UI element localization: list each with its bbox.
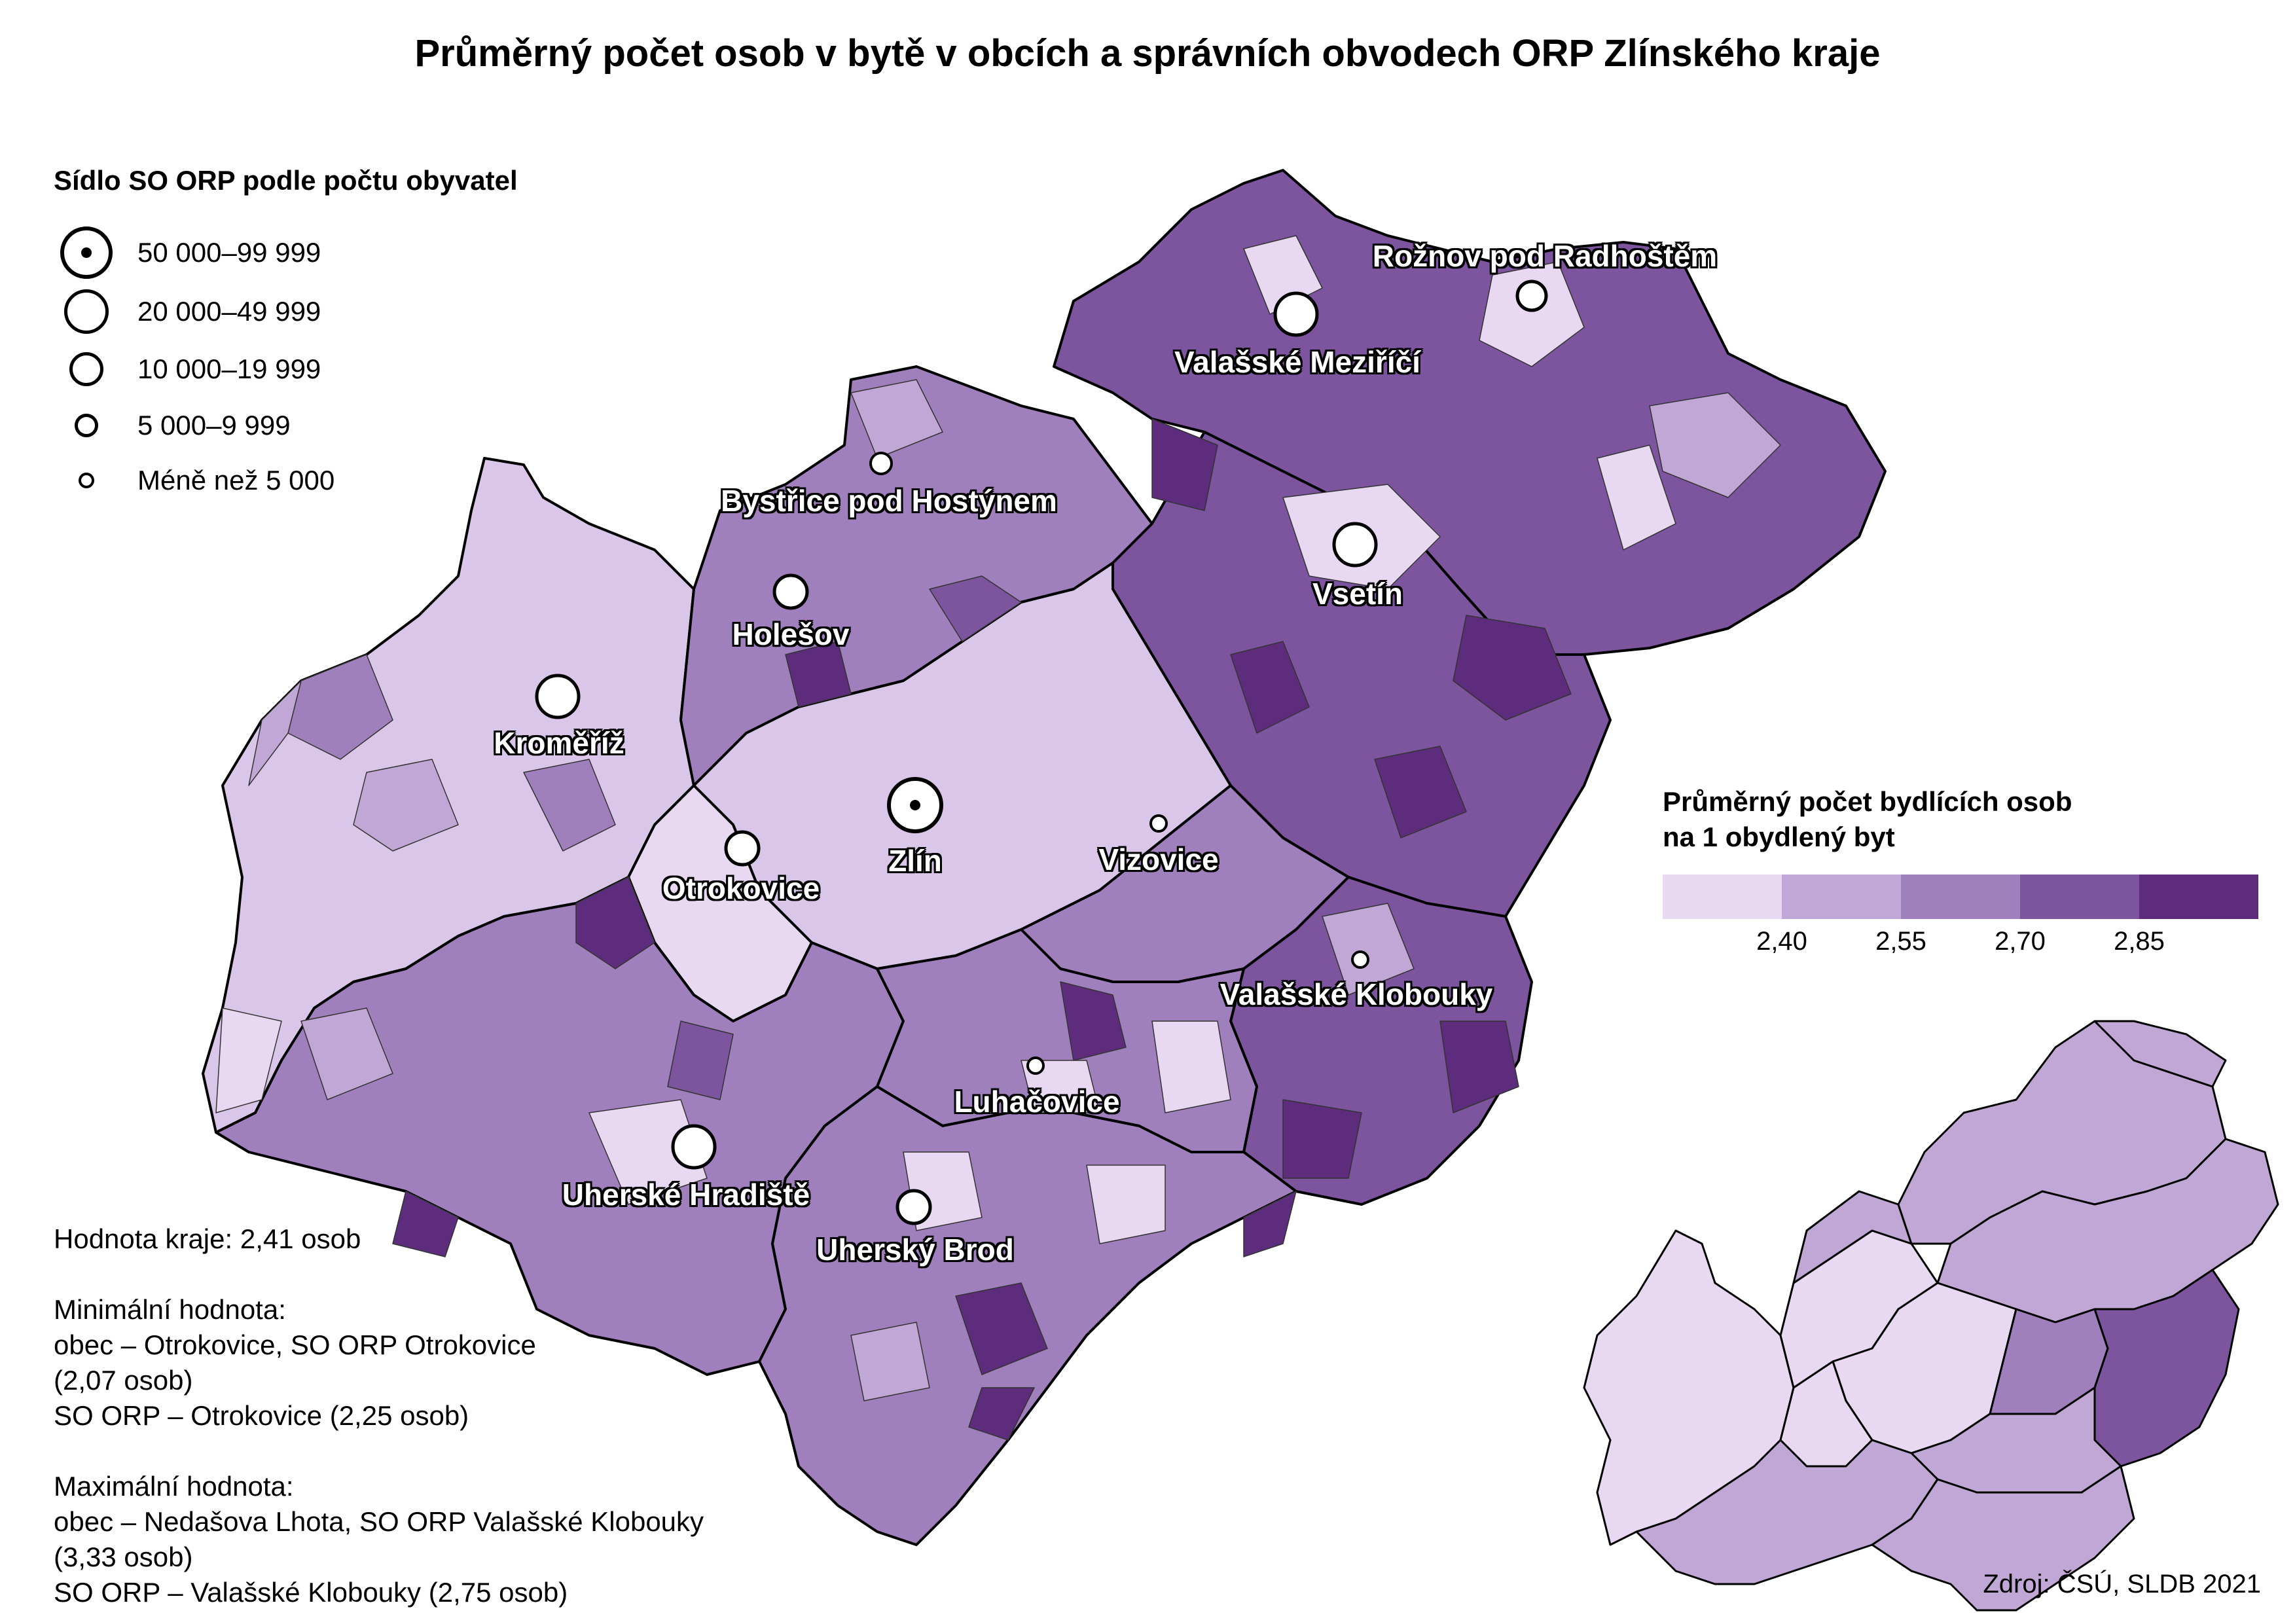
large-circle-icon [54, 285, 119, 338]
small-circle-icon [54, 399, 119, 452]
color-legend-title-line1: Průměrný počet bydlících osob [1663, 786, 2072, 817]
medium-circle-icon [54, 343, 119, 395]
town-label-luhacovice: Luhačovice [954, 1085, 1120, 1119]
town-symbol-uhbrod [895, 1189, 932, 1225]
town-label-roznov: Rožnov pod Radhoštěm [1372, 239, 1718, 273]
symbol-legend-row: 50 000–99 999 [54, 226, 321, 279]
town-symbol-bystrice [869, 452, 893, 475]
min-title: Minimální hodnota: [54, 1294, 286, 1325]
inset-uhradiste [1635, 1439, 1939, 1585]
color-swatch [2020, 875, 2139, 919]
symbol-legend-label: 20 000–49 999 [137, 296, 321, 327]
town-label-vsetin: Vsetín [1312, 577, 1403, 611]
town-label-uhbrod: Uherský Brod [816, 1233, 1014, 1267]
color-swatch [1901, 875, 2020, 919]
town-symbol-valmez [1273, 291, 1319, 337]
color-legend-title-line2: na 1 obydlený byt [1663, 821, 1895, 852]
max-line: (3,33 osob) [54, 1542, 193, 1572]
town-label-holesov: Holešov [732, 617, 850, 651]
color-legend-bar [1663, 875, 2258, 919]
region-value: Hodnota kraje: 2,41 osob [54, 1223, 361, 1254]
town-label-zlin: Zlín [888, 844, 942, 878]
town-symbol-uhradiste [671, 1124, 717, 1170]
town-label-otrokovice: Otrokovice [662, 871, 820, 905]
min-line: obec – Otrokovice, SO ORP Otrokovice [54, 1329, 536, 1360]
symbol-legend-label: 50 000–99 999 [137, 237, 321, 268]
town-symbol-valklobouky [1351, 950, 1369, 969]
town-symbol-otrokovice [724, 830, 761, 867]
town-label-bystrice: Bystřice pod Hostýnem [721, 484, 1057, 518]
color-legend-tick: 2,70 [1995, 927, 2046, 956]
color-legend-tick: 2,85 [2114, 927, 2165, 956]
color-swatch [2139, 875, 2258, 919]
min-line: SO ORP – Otrokovice (2,25 osob) [54, 1400, 469, 1431]
source-note: Zdroj: ČSÚ, SLDB 2021 [1983, 1570, 2261, 1598]
town-symbol-kromeriz [535, 674, 581, 719]
town-label-valmez: Valašské Meziříčí [1174, 345, 1420, 379]
town-symbol-zlin-dot [910, 800, 920, 810]
symbol-legend-label: 5 000–9 999 [137, 410, 291, 441]
town-symbol-vizovice [1149, 814, 1168, 833]
symbol-legend-row: 10 000–19 999 [54, 343, 321, 395]
color-legend-tick: 2,55 [1875, 927, 1926, 956]
town-label-uhradiste: Uherské Hradiště [562, 1178, 810, 1212]
inset-map [1583, 1020, 2279, 1612]
min-line: (2,07 osob) [54, 1365, 193, 1396]
symbol-legend-row: 5 000–9 999 [54, 399, 291, 452]
large-circle-dot-icon [54, 226, 119, 279]
tiny-circle-icon [54, 454, 119, 507]
symbol-legend-title: Sídlo SO ORP podle počtu obyvatel [54, 165, 518, 196]
inset-uhbrod [1871, 1465, 2135, 1612]
town-symbol-vsetin [1332, 522, 1378, 568]
town-label-valklobouky: Valašské Klobouky [1220, 977, 1493, 1011]
symbol-legend-label: Méně než 5 000 [137, 465, 335, 496]
town-symbol-holesov [772, 573, 809, 610]
town-symbol-luhacovice [1026, 1056, 1045, 1075]
color-swatch [1663, 875, 1782, 919]
color-swatch [1782, 875, 1901, 919]
statistics-block: Hodnota kraje: 2,41 osob Minimální hodno… [54, 1221, 704, 1610]
town-symbols [535, 280, 1548, 1225]
town-symbol-roznov [1515, 280, 1548, 312]
color-legend-ticks: 2,40 2,55 2,70 2,85 [1663, 927, 2258, 960]
color-legend-title: Průměrný počet bydlících osob na 1 obydl… [1663, 784, 2072, 855]
symbol-legend-label: 10 000–19 999 [137, 353, 321, 384]
color-legend-tick: 2,40 [1756, 927, 1807, 956]
town-label-kromeriz: Kroměříž [494, 726, 624, 760]
symbol-legend-row: 20 000–49 999 [54, 285, 321, 338]
max-title: Maximální hodnota: [54, 1471, 294, 1502]
town-label-vizovice: Vizovice [1098, 842, 1219, 876]
symbol-legend-row: Méně než 5 000 [54, 454, 334, 507]
max-line: obec – Nedašova Lhota, SO ORP Valašské K… [54, 1506, 704, 1537]
inset-roznov [2093, 1020, 2227, 1088]
map-title: Průměrný počet osob v bytě v obcích a sp… [414, 32, 1881, 75]
max-line: SO ORP – Valašské Klobouky (2,75 osob) [54, 1577, 568, 1608]
